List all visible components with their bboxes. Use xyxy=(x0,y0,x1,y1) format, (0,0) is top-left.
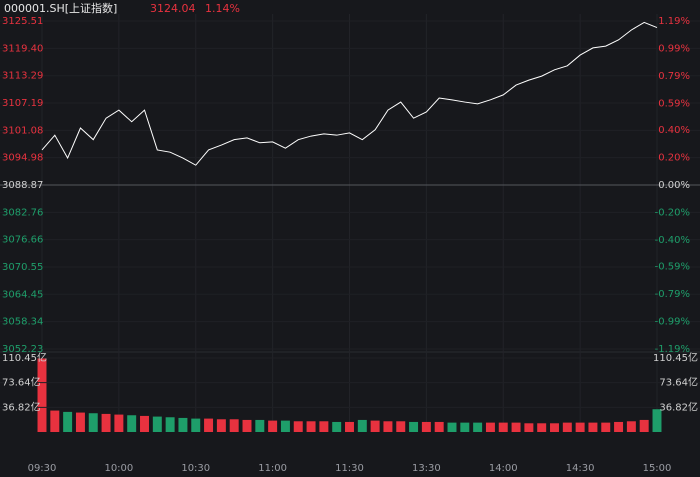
volume-bar xyxy=(178,417,188,432)
y2-tick-label: 0.79% xyxy=(658,71,690,82)
y2-tick-label: -0.59% xyxy=(655,261,690,272)
x-tick-label: 10:00 xyxy=(104,463,133,474)
y-tick-label: 3119.40 xyxy=(2,43,43,54)
volume-bar xyxy=(101,413,111,432)
volume-bar xyxy=(614,421,624,432)
y2-tick-label: -0.99% xyxy=(655,316,690,327)
last-price: 3124.04 xyxy=(150,2,196,15)
x-tick-label: 11:00 xyxy=(258,463,287,474)
volume-tick-label: 36.82亿 xyxy=(2,400,41,413)
x-tick-label: 13:30 xyxy=(412,463,441,474)
volume-bar xyxy=(332,421,342,432)
volume-bar xyxy=(357,419,367,432)
volume-tick-label: 73.64亿 xyxy=(2,376,41,389)
volume-bar xyxy=(37,358,47,432)
volume-bar xyxy=(229,419,239,432)
price-line xyxy=(41,21,658,166)
volume-bar xyxy=(524,423,534,432)
volume-bar xyxy=(447,422,457,432)
volume-bar xyxy=(370,420,380,432)
volume-bar xyxy=(280,420,290,432)
y2-tick-label: -0.40% xyxy=(655,235,690,246)
volume-bar xyxy=(383,421,393,432)
volume-bar xyxy=(191,418,201,432)
volume-bar xyxy=(652,409,662,432)
x-tick-label: 11:30 xyxy=(335,463,364,474)
y2-tick-label: -0.79% xyxy=(655,289,690,300)
volume-bar xyxy=(396,421,406,432)
volume-bar xyxy=(485,422,495,432)
volume-bar xyxy=(319,421,329,432)
y2-tick-label: -1.19% xyxy=(655,344,690,355)
volume-bar xyxy=(498,422,508,432)
volume-bar xyxy=(460,422,470,432)
volume-bar xyxy=(293,421,303,432)
volume-bar xyxy=(421,421,431,432)
volume-bar xyxy=(588,422,598,432)
volume-tick-label-right: 36.82亿 xyxy=(659,400,698,413)
volume-tick-label-right: 73.64亿 xyxy=(659,376,698,389)
volume-bar xyxy=(575,422,585,432)
y-tick-label: 3107.19 xyxy=(2,98,43,109)
x-tick-label: 15:00 xyxy=(643,463,672,474)
x-tick-label: 14:00 xyxy=(489,463,518,474)
y-tick-label: 3064.45 xyxy=(2,289,43,300)
x-tick-label: 09:30 xyxy=(28,463,57,474)
volume-tick-label-right: 110.45亿 xyxy=(653,351,698,364)
volume-bar xyxy=(50,410,60,432)
volume-bar xyxy=(152,416,162,432)
y-tick-label: 3101.08 xyxy=(2,125,43,136)
volume-bar xyxy=(473,422,483,432)
volume-bar xyxy=(268,420,278,432)
chart-title: 000001.SH[上证指数] xyxy=(4,1,117,15)
volume-bar xyxy=(511,422,521,432)
y2-tick-label: 1.19% xyxy=(658,16,690,27)
volume-bar xyxy=(601,422,611,432)
y-tick-label: 3082.76 xyxy=(2,207,43,218)
y-tick-label: 3058.34 xyxy=(2,317,43,328)
y2-tick-label: 0.00% xyxy=(658,180,690,191)
volume-bar xyxy=(140,415,149,432)
volume-bar xyxy=(88,413,98,432)
y-tick-label: 3113.29 xyxy=(2,71,43,82)
x-tick-label: 14:30 xyxy=(566,463,595,474)
volume-bar xyxy=(306,421,316,432)
volume-bar xyxy=(626,421,636,432)
volume-bar xyxy=(216,419,226,432)
y-tick-label: 3125.51 xyxy=(2,16,43,27)
volume-bar xyxy=(255,419,265,432)
y2-tick-label: 0.59% xyxy=(658,99,690,110)
volume-bar xyxy=(75,412,85,432)
volume-bar xyxy=(63,411,73,432)
y2-tick-label: 0.40% xyxy=(658,125,690,136)
y2-tick-label: -0.20% xyxy=(655,208,690,219)
volume-bar xyxy=(537,423,547,432)
volume-bar xyxy=(434,421,444,432)
volume-tick-label: 110.45亿 xyxy=(2,351,47,364)
y2-tick-label: 0.20% xyxy=(658,152,690,163)
last-change: 1.14% xyxy=(205,2,240,15)
volume-bar xyxy=(242,419,252,432)
x-tick-label: 10:30 xyxy=(181,463,210,474)
y-tick-label: 3094.98 xyxy=(2,153,43,164)
y2-tick-label: 0.99% xyxy=(658,44,690,55)
volume-bar xyxy=(550,423,559,432)
y-tick-label: 3052.23 xyxy=(2,344,43,355)
volume-bar xyxy=(204,418,214,432)
volume-bar xyxy=(562,422,572,432)
y-tick-label: 3088.87 xyxy=(2,180,43,191)
volume-bar xyxy=(345,421,354,432)
volume-bar xyxy=(127,415,137,432)
volume-bar xyxy=(409,421,419,432)
volume-bar xyxy=(114,414,124,432)
y-tick-label: 3076.66 xyxy=(2,235,43,246)
volume-bar xyxy=(639,419,649,432)
y-tick-label: 3070.55 xyxy=(2,262,43,273)
volume-bar xyxy=(165,417,175,432)
